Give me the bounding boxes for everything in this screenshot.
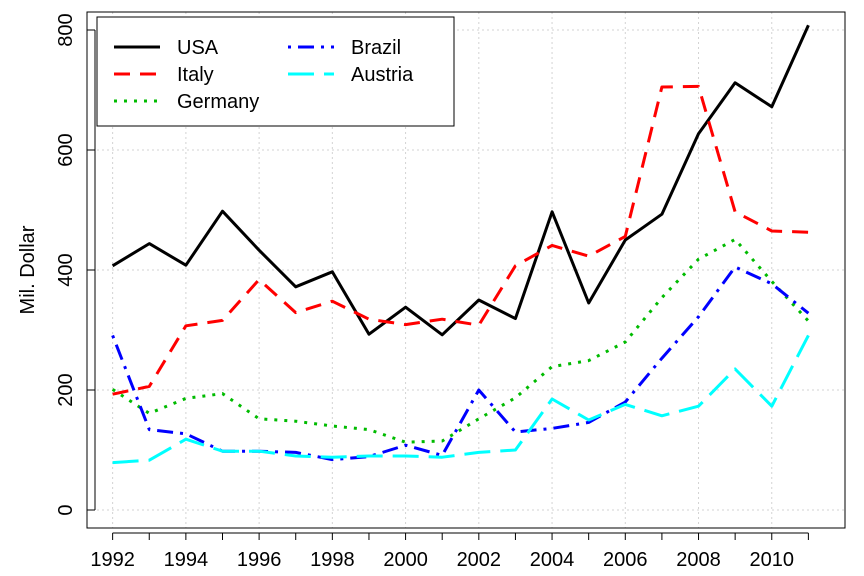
series-line-germany bbox=[111, 237, 810, 444]
y-axis: 0 200 400 600 800 bbox=[55, 13, 96, 516]
legend-label-germany: Germany bbox=[177, 91, 259, 113]
y-axis-title: Mil. Dollar bbox=[17, 225, 39, 314]
series-line-austria bbox=[112, 334, 810, 465]
series-group bbox=[111, 24, 810, 465]
x-tick-label: 1994 bbox=[164, 549, 209, 571]
y-tick-label: 200 bbox=[55, 373, 77, 406]
x-tick-label: 1992 bbox=[90, 549, 135, 571]
legend-label-brazil: Brazil bbox=[351, 37, 401, 59]
x-tick-label: 2006 bbox=[603, 549, 648, 571]
legend: USA Italy Germany Brazil Austria bbox=[96, 16, 455, 127]
legend-label-austria: Austria bbox=[351, 64, 414, 86]
y-tick-label: 0 bbox=[55, 504, 77, 515]
x-tick-label: 2004 bbox=[530, 549, 575, 571]
x-axis: 1992 1994 1996 1998 2000 2002 2004 2006 2008 2010 bbox=[90, 532, 809, 571]
legend-box bbox=[96, 16, 455, 127]
y-tick-label: 600 bbox=[55, 133, 77, 166]
x-tick-label: 2002 bbox=[457, 549, 502, 571]
series-line-italy bbox=[112, 84, 809, 396]
legend-label-italy: Italy bbox=[177, 64, 214, 86]
x-tick-label: 2010 bbox=[750, 549, 795, 571]
y-tick-label: 800 bbox=[55, 13, 77, 46]
x-tick-label: 1998 bbox=[310, 549, 355, 571]
x-tick-label: 2000 bbox=[383, 549, 428, 571]
legend-label-usa: USA bbox=[177, 37, 219, 59]
y-tick-label: 400 bbox=[55, 253, 77, 286]
x-tick-label: 1996 bbox=[237, 549, 282, 571]
x-tick-label: 2008 bbox=[676, 549, 721, 571]
series-line-usa bbox=[111, 24, 810, 337]
